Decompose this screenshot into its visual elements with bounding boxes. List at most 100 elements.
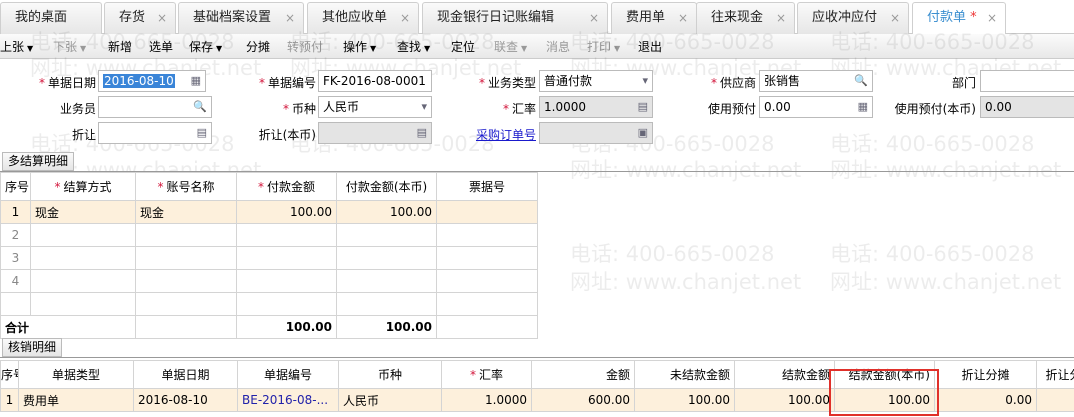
cell[interactable] xyxy=(436,292,538,316)
close-icon[interactable]: × xyxy=(889,11,900,25)
cell-account-name[interactable]: 现金 xyxy=(135,200,237,224)
cell[interactable] xyxy=(30,246,136,270)
new-button[interactable]: 新增 xyxy=(108,40,133,54)
cell-discount-more[interactable] xyxy=(1036,388,1074,412)
verify-section-tab[interactable]: 核销明细 xyxy=(2,338,63,357)
cell-settled[interactable]: 100.00 xyxy=(734,388,835,412)
cell-pay-amount-local[interactable]: 100.00 xyxy=(336,200,437,224)
table-row[interactable]: 2 xyxy=(0,223,538,247)
close-icon[interactable]: × xyxy=(986,11,997,25)
cell-settle-method[interactable]: 现金 xyxy=(30,200,136,224)
cell[interactable] xyxy=(436,246,538,270)
search-icon[interactable]: 🔍 xyxy=(193,100,207,113)
table-row[interactable] xyxy=(0,292,538,316)
cell[interactable] xyxy=(30,223,136,247)
close-icon[interactable]: × xyxy=(399,11,410,25)
po-number-field[interactable]: ▣ xyxy=(539,122,653,144)
cell[interactable] xyxy=(236,246,337,270)
link-query-button[interactable]: 联查 ▼ xyxy=(494,40,528,54)
settle-section-tab[interactable]: 多结算明细 xyxy=(2,152,75,171)
table-row[interactable]: 3 xyxy=(0,246,538,270)
cell-bill-no[interactable] xyxy=(436,200,538,224)
cell-unsettled[interactable]: 100.00 xyxy=(634,388,735,412)
cell-currency[interactable]: 人民币 xyxy=(338,388,442,412)
po-number-link[interactable]: 采购订单号 xyxy=(475,128,536,142)
grid-icon[interactable]: ▦ xyxy=(857,100,868,113)
save-button[interactable]: 保存 ▼ xyxy=(189,40,223,54)
tab-offset[interactable]: 应收冲应付 × xyxy=(797,2,909,34)
find-button[interactable]: 查找 ▼ xyxy=(397,40,431,54)
cell[interactable] xyxy=(135,269,237,293)
chevron-down-icon: ▾ xyxy=(421,100,427,113)
cell-amount[interactable]: 600.00 xyxy=(531,388,635,412)
cell[interactable] xyxy=(236,292,337,316)
tab-current-cash[interactable]: 往来现金 × xyxy=(696,2,795,34)
operate-button[interactable]: 操作 ▼ xyxy=(343,40,377,54)
cell-doc-date[interactable]: 2016-08-10 xyxy=(133,388,238,412)
allocate-button[interactable]: 分摊 xyxy=(246,40,271,54)
next-button[interactable]: 下张 ▼ xyxy=(53,40,87,54)
col-index: 序号 xyxy=(0,360,19,389)
prev-button[interactable]: 上张 ▼ xyxy=(0,40,34,54)
cell-doc-type[interactable]: 费用单 xyxy=(18,388,134,412)
cell[interactable] xyxy=(336,246,437,270)
tab-expense[interactable]: 费用单 × xyxy=(611,2,697,34)
table-row[interactable]: 1 现金 现金 100.00 100.00 xyxy=(0,200,538,224)
cell-pay-amount[interactable]: 100.00 xyxy=(236,200,337,224)
close-icon[interactable]: × xyxy=(775,11,786,25)
cell[interactable] xyxy=(236,269,337,293)
cell[interactable] xyxy=(30,292,136,316)
tab-other-receivable[interactable]: 其他应收单 × xyxy=(307,2,419,34)
calculator-icon[interactable]: ▤ xyxy=(196,126,207,139)
close-icon[interactable]: × xyxy=(677,11,688,25)
cell-discount-alloc[interactable]: 0.00 xyxy=(934,388,1037,412)
cell[interactable] xyxy=(436,269,538,293)
table-row[interactable]: 1 费用单 2016-08-10 BE-2016-08-... 人民币 1.00… xyxy=(0,388,1074,412)
exit-button[interactable]: 退出 xyxy=(638,40,663,54)
code-field[interactable]: FK-2016-08-0001 xyxy=(318,70,432,92)
cell[interactable] xyxy=(236,223,337,247)
col-index: 序号 xyxy=(0,172,31,201)
reference-icon[interactable]: ▣ xyxy=(637,126,648,139)
cell[interactable] xyxy=(336,269,437,293)
staff-field[interactable]: 🔍 xyxy=(98,96,212,118)
cell-doc-no[interactable]: BE-2016-08-... xyxy=(237,388,339,412)
select-button[interactable]: 选单 xyxy=(149,40,174,54)
message-button[interactable]: 消息 xyxy=(546,40,571,54)
cell-settled-local[interactable]: 100.00 xyxy=(834,388,935,412)
rate-field[interactable]: 1.0000 ▤ xyxy=(539,96,653,118)
cell[interactable] xyxy=(30,269,136,293)
close-icon[interactable]: × xyxy=(156,11,167,25)
use-prepay-field[interactable]: 0.00 ▦ xyxy=(759,96,873,118)
tab-inventory[interactable]: 存货 × xyxy=(104,2,176,34)
use-prepay-local-field[interactable]: 0.00 xyxy=(980,96,1074,118)
discount-local-field[interactable]: ▤ xyxy=(318,122,432,144)
dept-field[interactable] xyxy=(980,70,1074,92)
cell-rate[interactable]: 1.0000 xyxy=(441,388,532,412)
supplier-field[interactable]: 张销售 🔍 xyxy=(759,70,873,92)
cell[interactable] xyxy=(336,292,437,316)
cell[interactable] xyxy=(135,292,237,316)
cell[interactable] xyxy=(436,223,538,247)
tab-cash-journal[interactable]: 现金银行日记账编辑 × xyxy=(422,2,608,34)
watermark: 网址: www.chanjet.net xyxy=(830,270,1062,294)
table-row[interactable]: 4 xyxy=(0,269,538,293)
calendar-icon[interactable]: ▦ xyxy=(190,74,201,87)
locate-button[interactable]: 定位 xyxy=(451,40,476,54)
tab-desktop[interactable]: 我的桌面 xyxy=(0,2,102,34)
close-icon[interactable]: × xyxy=(588,11,599,25)
cell[interactable] xyxy=(135,246,237,270)
tab-payment[interactable]: 付款单 * × xyxy=(912,2,1006,35)
calculator-icon[interactable]: ▤ xyxy=(637,100,648,113)
close-icon[interactable]: × xyxy=(284,11,295,25)
tab-basic-archive[interactable]: 基础档案设置 × xyxy=(178,2,304,34)
date-field[interactable]: 2016-08-10 ▦ xyxy=(98,70,206,92)
discount-field[interactable]: ▤ xyxy=(98,122,212,144)
cell[interactable] xyxy=(336,223,437,247)
search-icon[interactable]: 🔍 xyxy=(854,74,868,87)
to-prepay-button[interactable]: 转预付 xyxy=(287,40,324,54)
print-button[interactable]: 打印 ▼ xyxy=(587,40,621,54)
biz-type-select[interactable]: 普通付款 ▾ xyxy=(539,70,653,92)
cell[interactable] xyxy=(135,223,237,247)
currency-select[interactable]: 人民币 ▾ xyxy=(318,96,432,118)
